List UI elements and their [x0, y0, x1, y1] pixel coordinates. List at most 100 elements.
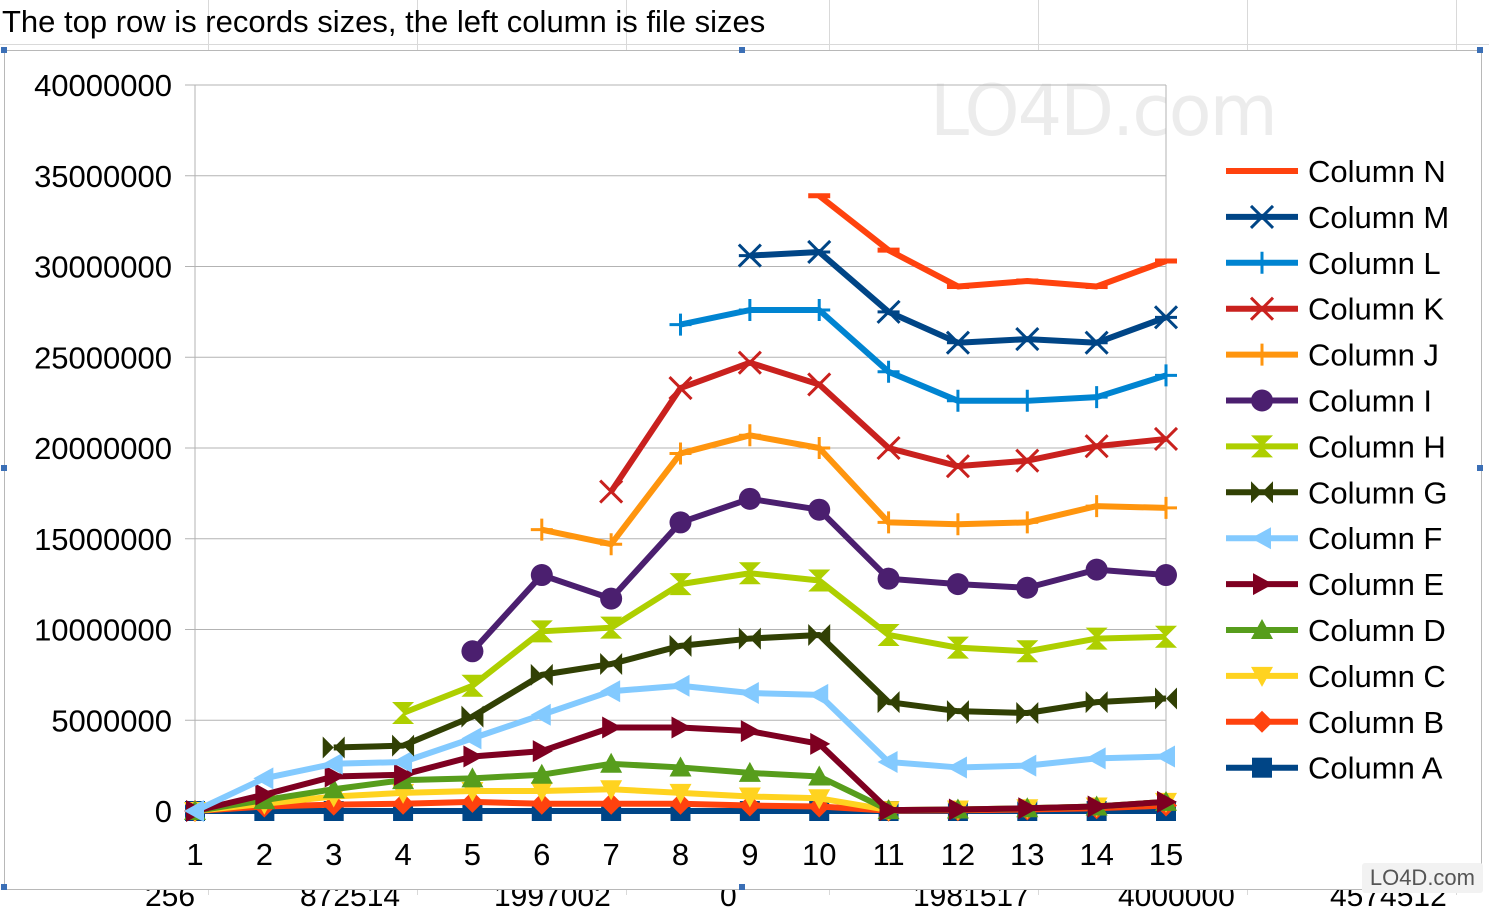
point-marker	[461, 727, 482, 750]
point-marker	[1253, 573, 1273, 596]
point-marker	[807, 239, 832, 265]
point-marker	[1153, 426, 1179, 451]
point-marker	[808, 498, 831, 521]
x-tick-label: 15	[1149, 837, 1183, 872]
selection-handle[interactable]	[1477, 465, 1483, 471]
point-marker	[1087, 795, 1108, 818]
legend-label: Column H	[1308, 429, 1446, 464]
selection-handle[interactable]	[1, 884, 7, 890]
point-marker	[1016, 576, 1039, 599]
point-marker	[808, 299, 831, 322]
point-marker	[737, 350, 762, 375]
point-marker	[324, 765, 345, 788]
point-marker	[738, 627, 761, 650]
point-marker	[1016, 701, 1039, 724]
point-marker	[738, 787, 761, 808]
point-marker	[600, 652, 623, 675]
point-marker	[255, 783, 276, 806]
point-marker	[1015, 448, 1040, 473]
point-marker	[876, 299, 901, 324]
point-marker	[1251, 527, 1271, 550]
point-marker	[1155, 687, 1177, 710]
point-marker	[530, 518, 553, 541]
x-tick-label: 13	[1010, 837, 1044, 872]
point-marker	[669, 756, 692, 777]
selection-handle[interactable]	[1, 47, 7, 53]
selection-handle[interactable]	[739, 47, 745, 53]
legend-label: Column M	[1308, 200, 1449, 235]
selection-handle[interactable]	[1477, 47, 1483, 53]
point-marker	[322, 736, 345, 759]
series-column-l	[669, 299, 1177, 412]
legend-entry: Column L	[1226, 246, 1441, 281]
point-marker	[877, 360, 900, 383]
point-marker	[808, 789, 831, 810]
series-column-j	[530, 424, 1177, 556]
series-column-m	[737, 239, 1179, 355]
point-marker	[1251, 389, 1273, 412]
legend-entry: Column H	[1226, 429, 1446, 464]
point-marker	[461, 674, 484, 697]
point-marker	[1085, 747, 1106, 770]
legend-entry: Column M	[1226, 200, 1449, 235]
point-marker	[669, 442, 692, 465]
point-marker	[668, 376, 693, 401]
point-marker	[1016, 511, 1039, 534]
point-marker	[1155, 364, 1177, 387]
point-marker	[1085, 495, 1108, 518]
point-marker	[1157, 790, 1177, 813]
point-marker	[1155, 496, 1177, 519]
point-marker	[808, 765, 831, 786]
selection-handle[interactable]	[1, 465, 7, 471]
chart-gridlines	[185, 84, 1167, 812]
point-marker	[600, 587, 623, 610]
point-marker	[530, 792, 553, 815]
point-marker	[392, 734, 415, 757]
point-marker	[738, 424, 761, 447]
point-marker	[1249, 204, 1275, 229]
point-marker	[1251, 343, 1273, 366]
legend-label: Column N	[1308, 154, 1446, 189]
point-marker	[599, 479, 624, 504]
selection-handle[interactable]	[739, 884, 745, 890]
point-marker	[669, 511, 692, 534]
point-marker	[322, 752, 343, 775]
point-marker	[461, 767, 484, 788]
legend-label: Column G	[1308, 475, 1448, 510]
point-marker	[392, 750, 413, 773]
chart-object[interactable]	[4, 50, 1482, 890]
legend-entry: Column G	[1226, 475, 1448, 510]
point-marker	[808, 437, 831, 459]
point-marker	[946, 756, 967, 779]
cell-a1-text[interactable]: The top row is records sizes, the left c…	[2, 4, 766, 39]
legend-label: Column J	[1308, 338, 1439, 373]
series-column-i	[461, 487, 1177, 663]
point-marker	[1249, 296, 1275, 321]
legend-label: Column E	[1308, 567, 1444, 602]
point-marker	[322, 778, 345, 799]
point-marker	[530, 782, 553, 803]
point-marker	[876, 435, 901, 461]
point-marker	[1153, 305, 1179, 330]
point-marker	[945, 330, 970, 355]
legend-entry: Column K	[1226, 292, 1444, 327]
y-tick-label: 30000000	[34, 250, 172, 285]
point-marker	[600, 533, 623, 556]
y-axis-labels: 0 5000000 10000000 15000000 20000000 25000000…	[34, 68, 172, 829]
series-column-f	[184, 674, 1175, 822]
legend-label: Column A	[1308, 751, 1443, 786]
point-marker	[1252, 757, 1272, 778]
point-marker	[1018, 797, 1039, 820]
point-marker	[1016, 389, 1039, 412]
point-marker	[946, 389, 969, 412]
y-tick-label: 35000000	[34, 159, 172, 194]
point-marker	[738, 562, 761, 585]
point-marker	[946, 700, 969, 723]
series-column-h	[392, 562, 1177, 724]
point-marker	[945, 454, 970, 479]
point-marker	[737, 243, 762, 268]
legend-label: Column C	[1308, 659, 1446, 694]
series-column-k	[599, 350, 1179, 504]
point-marker	[946, 636, 969, 659]
x-tick-label: 4	[394, 837, 411, 872]
